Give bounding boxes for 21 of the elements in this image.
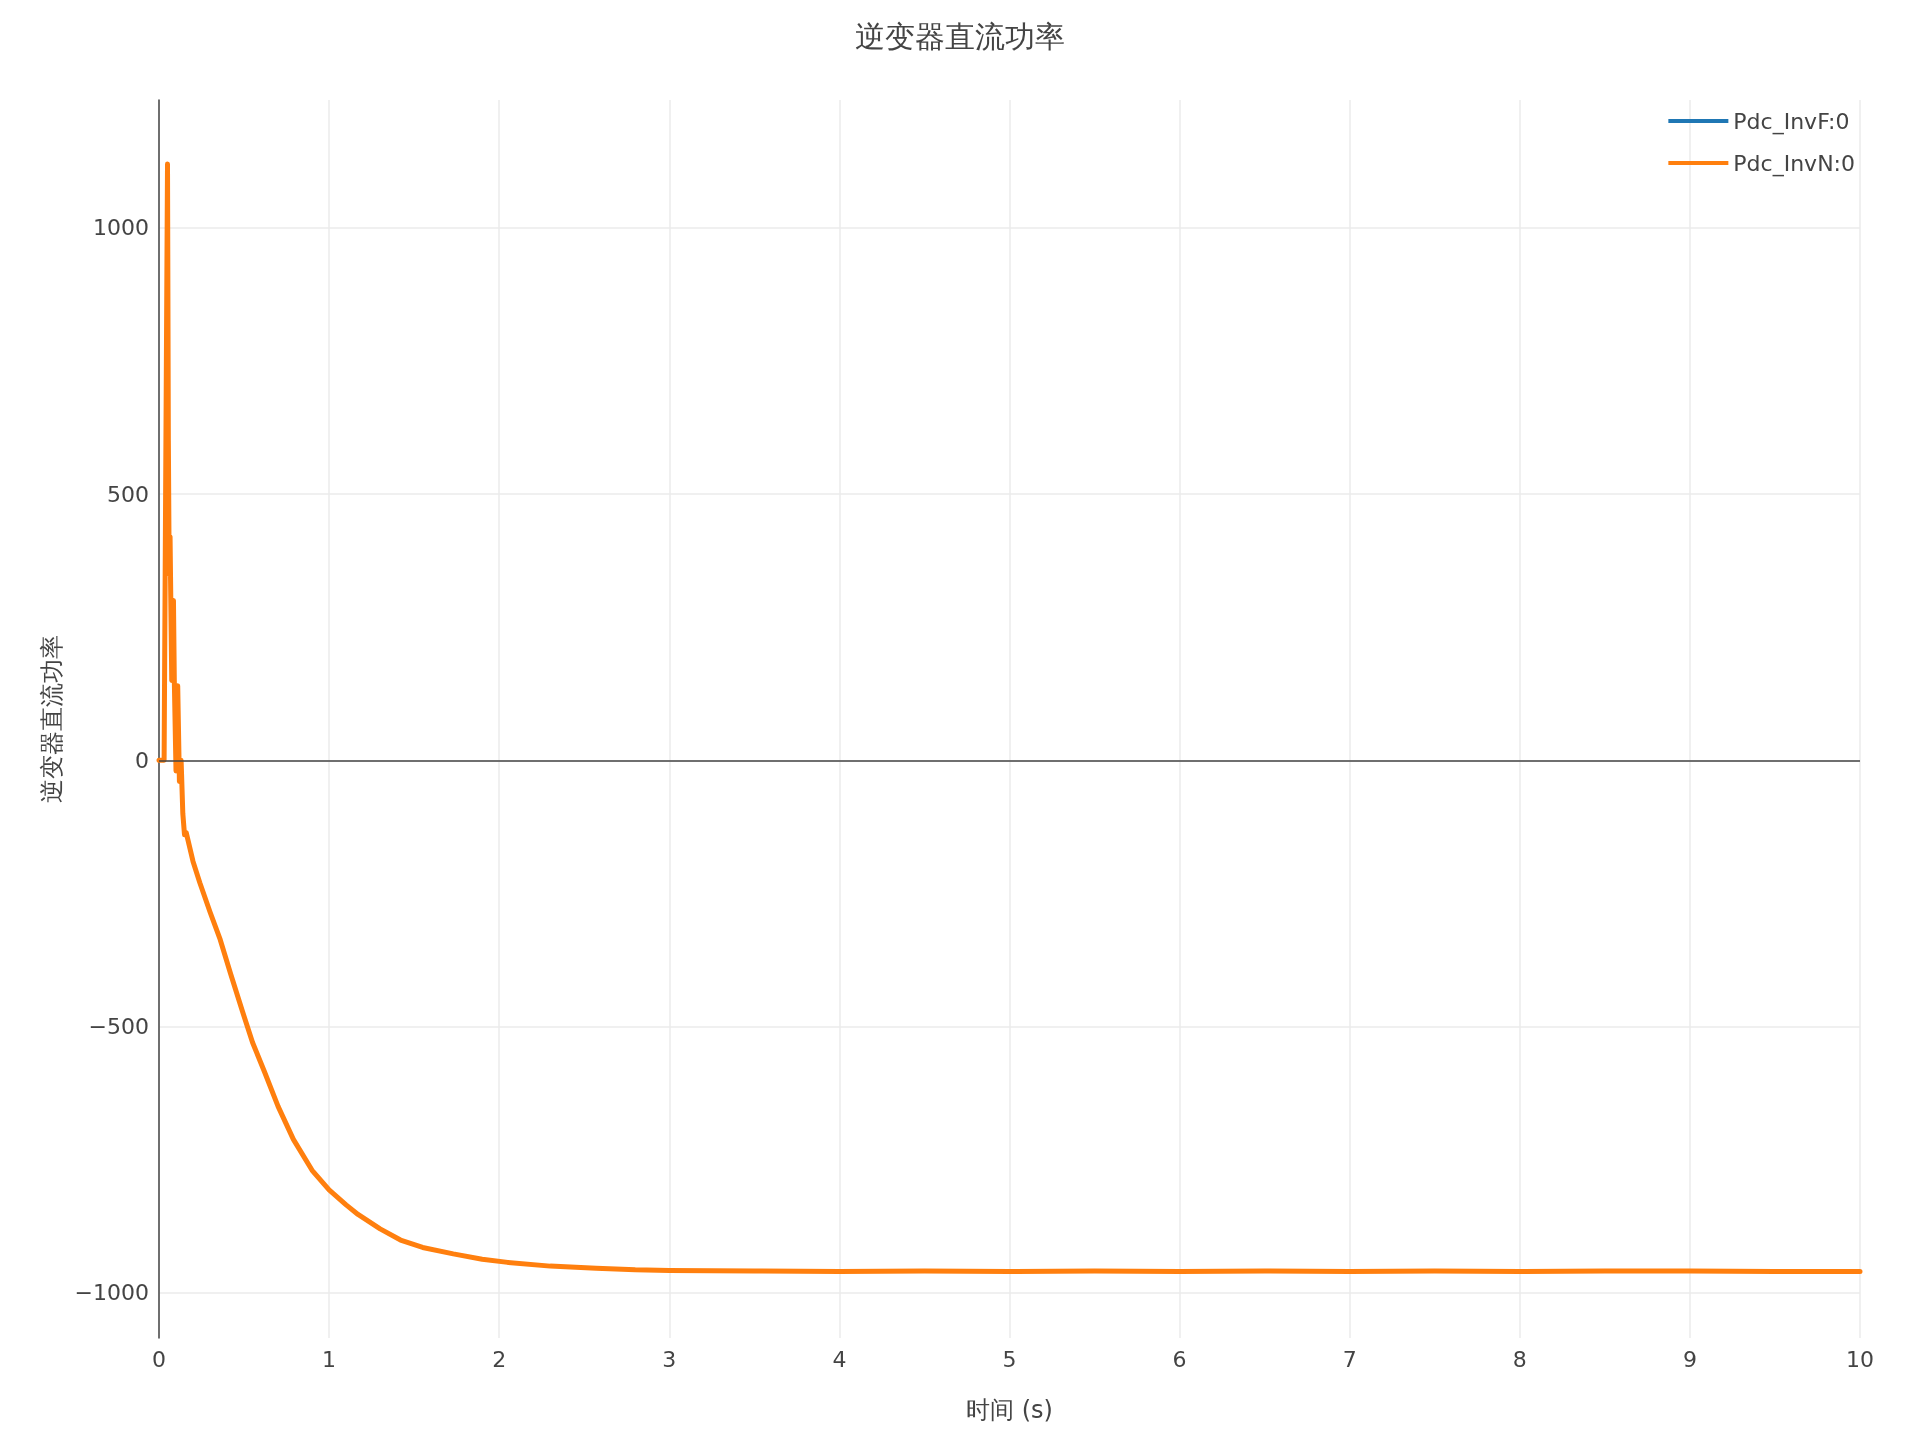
y-tick-label: 500 xyxy=(107,481,149,507)
x-tick-label: 2 xyxy=(492,1346,507,1372)
x-tick-label: 7 xyxy=(1342,1346,1357,1372)
x-tick-label: 8 xyxy=(1512,1346,1527,1372)
x-tick-label: 4 xyxy=(832,1346,847,1372)
legend-label: Pdc_InvN:0 xyxy=(1733,150,1856,177)
y-tick-label: −500 xyxy=(88,1014,149,1039)
x-tick-label: 1 xyxy=(322,1346,337,1372)
x-tick-label: 9 xyxy=(1682,1346,1697,1372)
x-tick-label: 10 xyxy=(1846,1346,1874,1372)
y-axis-title: 逆变器直流功率 xyxy=(37,635,66,803)
x-axis-title: 时间 (s) xyxy=(966,1396,1053,1424)
y-tick-label: 0 xyxy=(135,747,149,773)
y-tick-label: 1000 xyxy=(93,215,149,241)
legend-label: Pdc_InvF:0 xyxy=(1733,108,1850,135)
x-tick-label: 3 xyxy=(662,1346,677,1372)
chart-title: 逆变器直流功率 xyxy=(855,18,1065,54)
x-tick-label: 6 xyxy=(1172,1346,1187,1372)
x-tick-label: 5 xyxy=(1002,1346,1017,1372)
x-tick-label: 0 xyxy=(152,1346,166,1372)
y-tick-label: −1000 xyxy=(74,1280,149,1306)
